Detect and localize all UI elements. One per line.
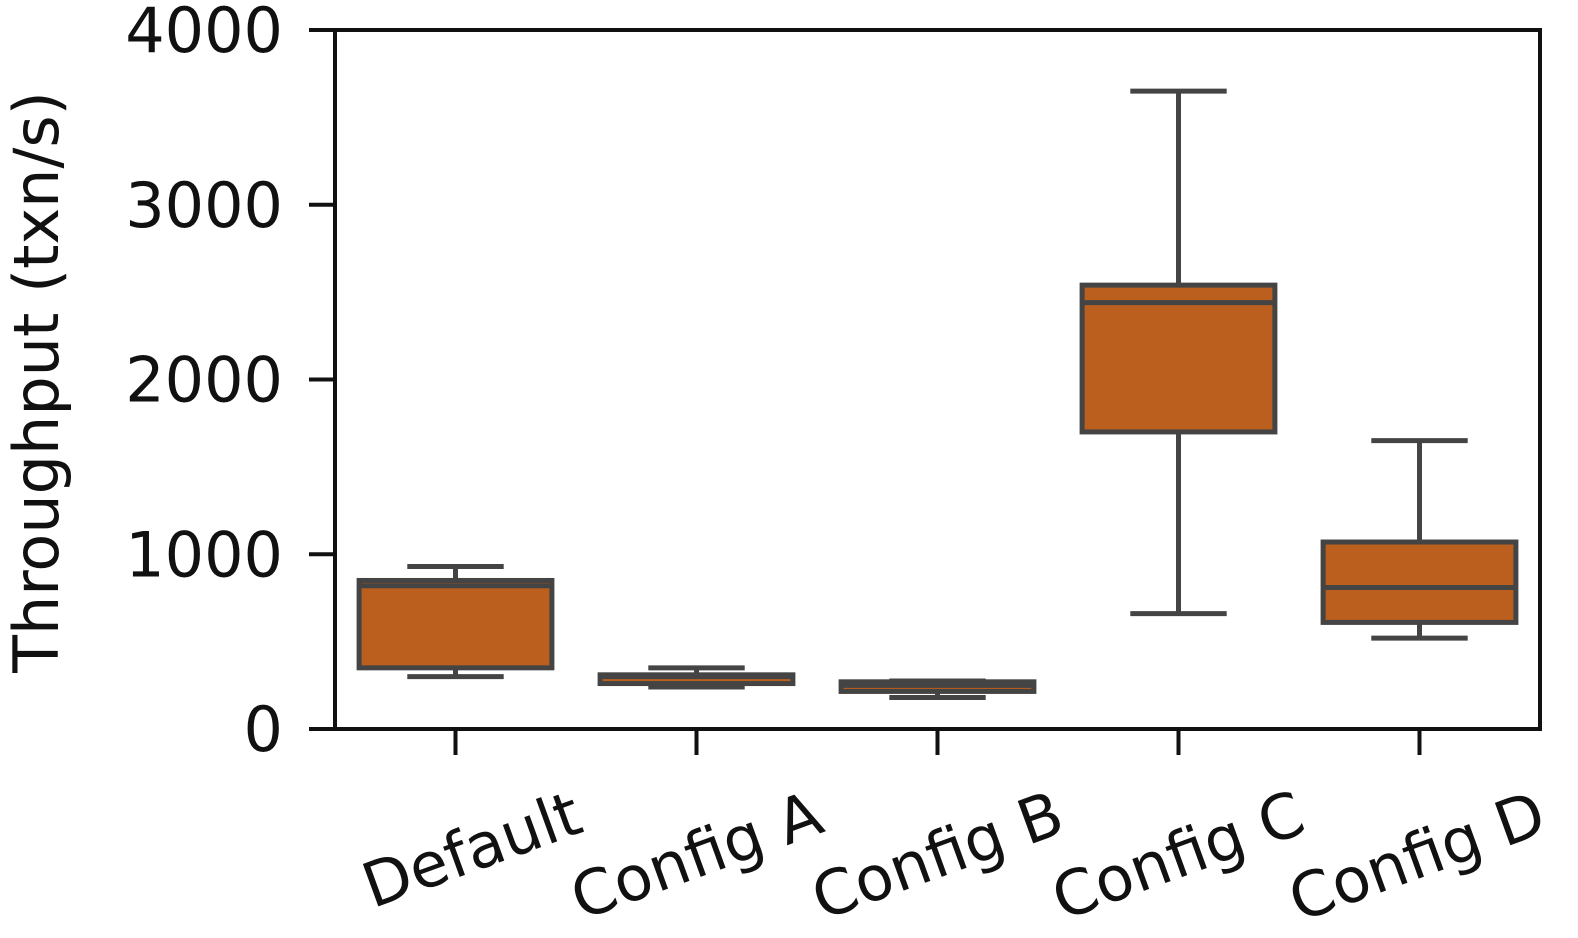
x-tick-label: Config D (1279, 776, 1554, 936)
box-config-a (597, 665, 796, 690)
x-tick-label: Config B (802, 776, 1072, 934)
box-config-c (1079, 88, 1278, 617)
x-tick-label: Config C (1043, 776, 1314, 934)
y-tick-label: 1000 (125, 518, 283, 591)
box-config-b (838, 678, 1037, 701)
box-body (1079, 282, 1278, 435)
box-config-d (1320, 438, 1519, 641)
box-body (356, 577, 555, 671)
plot-area (333, 28, 1542, 731)
y-axis-label: Throughput (txn/s) (0, 91, 73, 674)
x-tick-label: Default (353, 776, 591, 922)
y-tick-label: 3000 (125, 169, 283, 242)
y-tick-label: 2000 (125, 344, 283, 417)
box-body (1320, 539, 1519, 625)
box-default (356, 563, 555, 680)
x-tick-label: Config A (561, 776, 831, 934)
y-tick-label: 4000 (125, 0, 283, 67)
y-axis: 0 1000 2000 3000 4000 (125, 0, 335, 766)
y-tick-label: 0 (244, 693, 283, 766)
